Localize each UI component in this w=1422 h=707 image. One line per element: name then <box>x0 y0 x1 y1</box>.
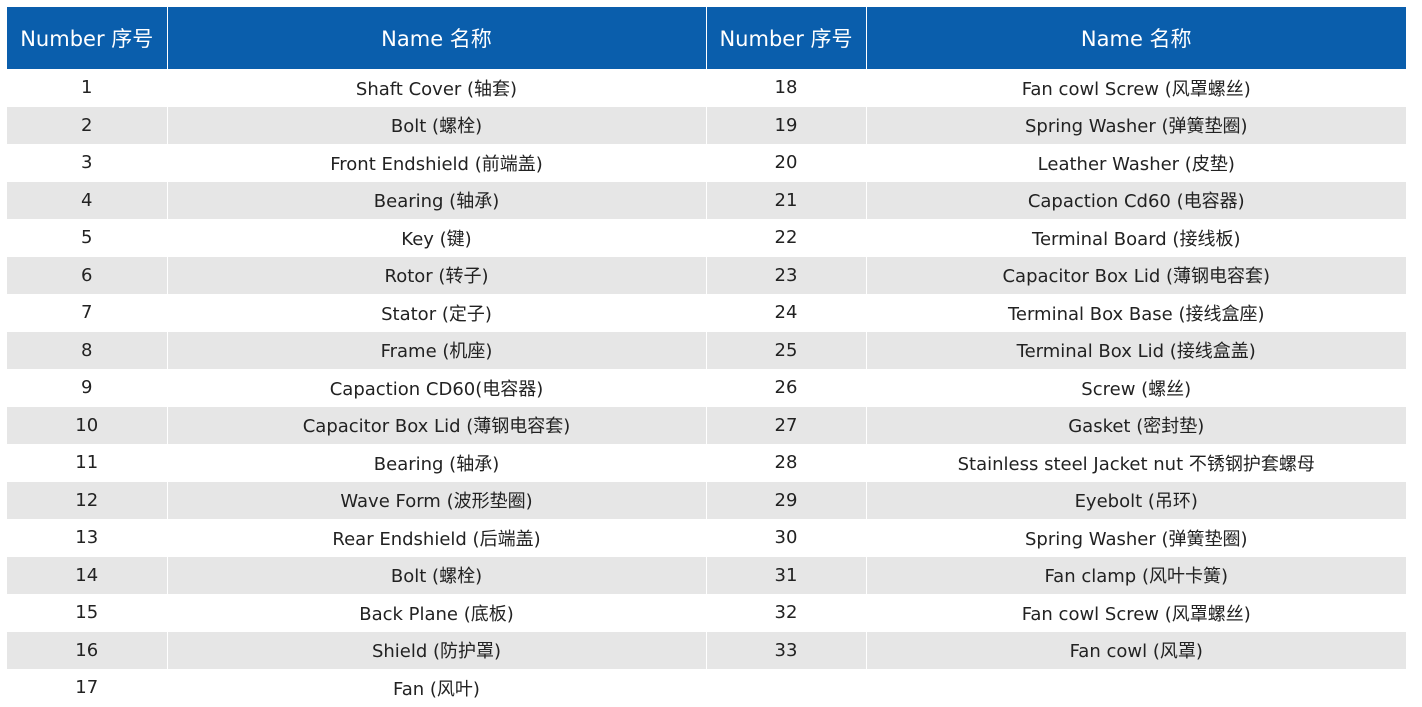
name-cell-right: Stainless steel Jacket nut 不锈钢护套螺母 <box>865 444 1406 482</box>
number-cell-right: 21 <box>705 181 866 219</box>
name-cell-left: Bearing (轴承) <box>166 181 706 219</box>
name-cell-left: Rotor (转子) <box>166 256 706 294</box>
table-row: 4 Bearing (轴承) 21 Capaction Cd60 (电容器) <box>7 181 1406 219</box>
name-cell-left: Shield (防护罩) <box>166 631 706 669</box>
name-cell-right: Terminal Board (接线板) <box>865 219 1406 257</box>
table-row: 16 Shield (防护罩) 33 Fan cowl (风罩) <box>7 631 1406 669</box>
name-cell-right: Capaction Cd60 (电容器) <box>865 181 1406 219</box>
number-cell-right: 25 <box>705 331 866 369</box>
number-cell-left: 15 <box>7 594 167 632</box>
number-cell-left: 10 <box>7 406 167 444</box>
table-row: 14 Bolt (螺栓) 31 Fan clamp (风叶卡簧) <box>7 556 1406 594</box>
name-cell-right: Terminal Box Base (接线盒座) <box>865 294 1406 332</box>
table-row: 9 Capaction CD60(电容器) 26 Screw (螺丝) <box>7 369 1406 407</box>
name-cell-right: Screw (螺丝) <box>865 369 1406 407</box>
number-cell-left: 1 <box>7 69 167 107</box>
name-cell-right: Fan clamp (风叶卡簧) <box>865 556 1406 594</box>
name-cell-right: Capacitor Box Lid (薄钢电容套) <box>865 256 1406 294</box>
number-cell-right: 22 <box>705 219 866 257</box>
table-row: 11 Bearing (轴承) 28 Stainless steel Jacket n… <box>7 444 1406 482</box>
number-cell-left: 5 <box>7 219 167 257</box>
table-row: 2 Bolt (螺栓) 19 Spring Washer (弹簧垫圈) <box>7 106 1406 144</box>
number-cell-left: 16 <box>7 631 167 669</box>
name-cell-left: Stator (定子) <box>166 294 706 332</box>
table-row: 12 Wave Form (波形垫圈) 29 Eyebolt (吊环) <box>7 481 1406 519</box>
number-cell-right: 19 <box>705 106 866 144</box>
number-cell-right: 20 <box>705 144 866 182</box>
number-cell-left: 8 <box>7 331 167 369</box>
name-cell-right: Spring Washer (弹簧垫圈) <box>865 519 1406 557</box>
table-row: 6 Rotor (转子) 23 Capacitor Box Lid (薄钢电容套) <box>7 256 1406 294</box>
table-row: 13 Rear Endshield (后端盖) 30 Spring Washer (弹… <box>7 519 1406 557</box>
name-cell-left: Capaction CD60(电容器) <box>166 369 706 407</box>
table-row: 8 Frame (机座) 25 Terminal Box Lid (接线盒盖) <box>7 331 1406 369</box>
table-row: 5 Key (键) 22 Terminal Board (接线板) <box>7 219 1406 257</box>
name-cell-left: Frame (机座) <box>166 331 706 369</box>
number-cell-right: 33 <box>705 631 866 669</box>
number-cell-right: 30 <box>705 519 866 557</box>
table-body: 1 Shaft Cover (轴套) 18 Fan cowl Screw (风罩螺丝)… <box>7 69 1406 707</box>
name-cell-right: Gasket (密封垫) <box>865 406 1406 444</box>
name-cell-left: Rear Endshield (后端盖) <box>166 519 706 557</box>
name-cell-right: Eyebolt (吊环) <box>865 481 1406 519</box>
name-cell-left: Key (键) <box>166 219 706 257</box>
number-cell-left: 11 <box>7 444 167 482</box>
number-cell-right: 27 <box>705 406 866 444</box>
name-cell-left: Shaft Cover (轴套) <box>166 69 706 107</box>
name-cell-left: Front Endshield (前端盖) <box>166 144 706 182</box>
name-cell-left: Back Plane (底板) <box>166 594 706 632</box>
name-cell-left: Bolt (螺栓) <box>166 556 706 594</box>
header-number-right: Number 序号 <box>705 7 866 69</box>
parts-table: Number 序号 Name 名称 Number 序号 Name 名称 1 Sha… <box>7 7 1406 707</box>
name-cell-right: Fan cowl Screw (风罩螺丝) <box>865 69 1406 107</box>
number-cell-left: 7 <box>7 294 167 332</box>
name-cell-right: Fan cowl Screw (风罩螺丝) <box>865 594 1406 632</box>
number-cell-left: 3 <box>7 144 167 182</box>
name-cell-left: Capacitor Box Lid (薄钢电容套) <box>166 406 706 444</box>
number-cell-left: 6 <box>7 256 167 294</box>
name-cell-right: Leather Washer (皮垫) <box>865 144 1406 182</box>
table-row: 1 Shaft Cover (轴套) 18 Fan cowl Screw (风罩螺丝) <box>7 69 1406 107</box>
number-cell-left: 9 <box>7 369 167 407</box>
table-row: 10 Capacitor Box Lid (薄钢电容套) 27 Gasket (密封垫… <box>7 406 1406 444</box>
number-cell-right: 28 <box>705 444 866 482</box>
name-cell-right <box>865 669 1406 707</box>
number-cell-right: 32 <box>705 594 866 632</box>
name-cell-right: Terminal Box Lid (接线盒盖) <box>865 331 1406 369</box>
number-cell-left: 4 <box>7 181 167 219</box>
table-row: 7 Stator (定子) 24 Terminal Box Base (接线盒座) <box>7 294 1406 332</box>
number-cell-left: 14 <box>7 556 167 594</box>
table-row: 17 Fan (风叶) <box>7 669 1406 707</box>
name-cell-right: Spring Washer (弹簧垫圈) <box>865 106 1406 144</box>
number-cell-left: 2 <box>7 106 167 144</box>
header-name-right: Name 名称 <box>865 7 1406 69</box>
number-cell-right: 26 <box>705 369 866 407</box>
header-number-left: Number 序号 <box>7 7 167 69</box>
number-cell-left: 13 <box>7 519 167 557</box>
name-cell-right: Fan cowl (风罩) <box>865 631 1406 669</box>
header-row: Number 序号 Name 名称 Number 序号 Name 名称 <box>7 7 1406 69</box>
name-cell-left: Bolt (螺栓) <box>166 106 706 144</box>
number-cell-right: 18 <box>705 69 866 107</box>
number-cell-right: 29 <box>705 481 866 519</box>
table-row: 3 Front Endshield (前端盖) 20 Leather Washer (… <box>7 144 1406 182</box>
number-cell-right: 31 <box>705 556 866 594</box>
name-cell-left: Fan (风叶) <box>166 669 706 707</box>
number-cell-right <box>705 669 866 707</box>
header-name-left: Name 名称 <box>166 7 706 69</box>
name-cell-left: Bearing (轴承) <box>166 444 706 482</box>
number-cell-left: 12 <box>7 481 167 519</box>
number-cell-left: 17 <box>7 669 167 707</box>
number-cell-right: 24 <box>705 294 866 332</box>
table-row: 15 Back Plane (底板) 32 Fan cowl Screw (风罩螺丝) <box>7 594 1406 632</box>
name-cell-left: Wave Form (波形垫圈) <box>166 481 706 519</box>
number-cell-right: 23 <box>705 256 866 294</box>
